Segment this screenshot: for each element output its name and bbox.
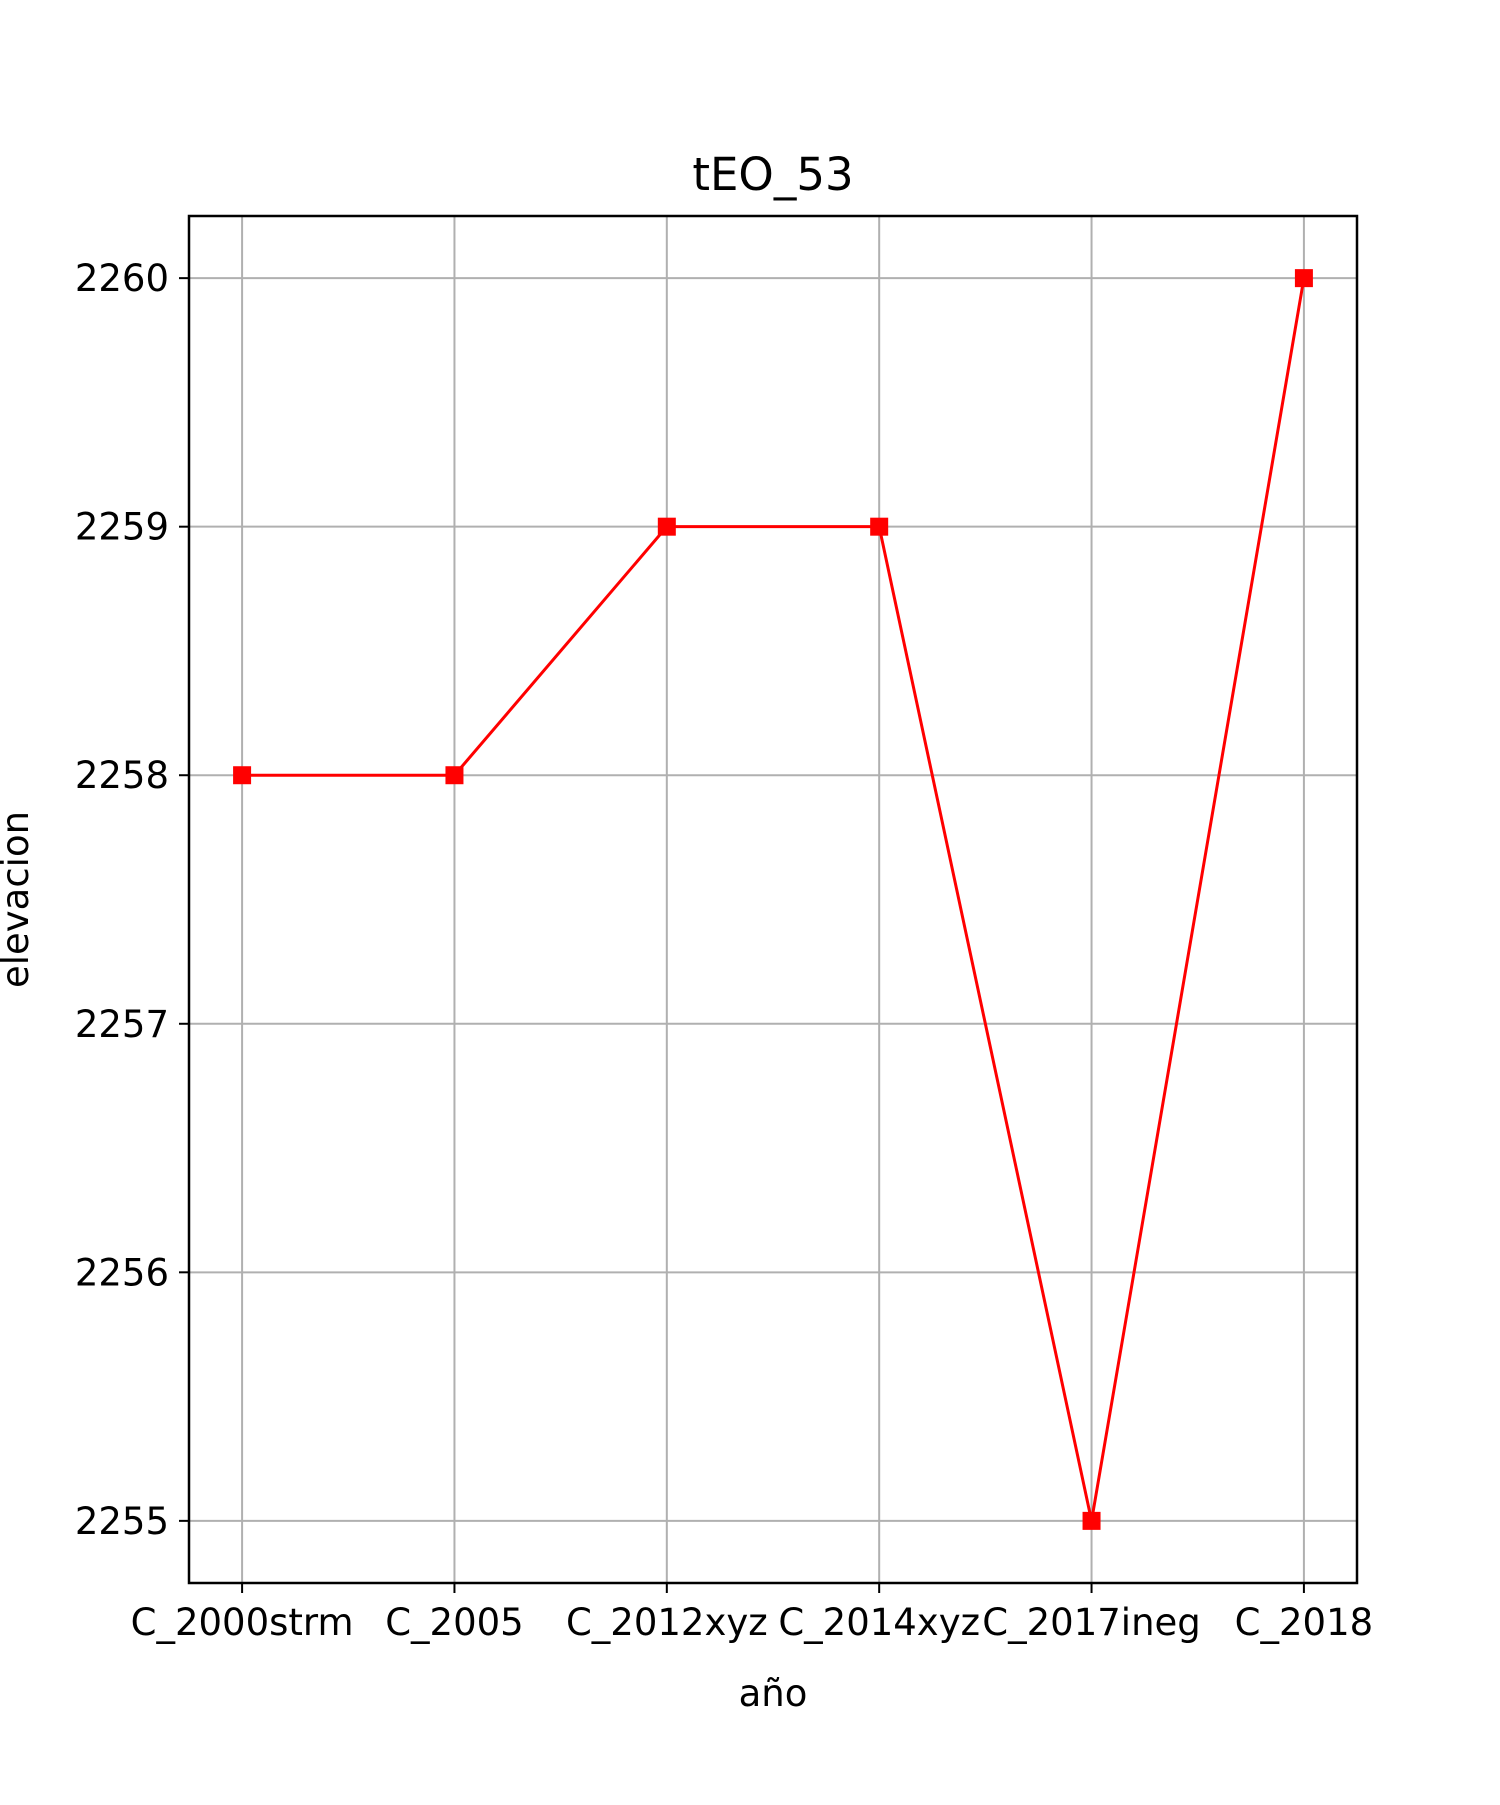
plot-frame [187, 214, 1359, 1585]
y-tick-label: 2255 [75, 1500, 169, 1543]
x-tick-label: C_2000strm [131, 1601, 354, 1644]
data-point-marker [870, 517, 889, 536]
y-tick-label: 2257 [75, 1003, 169, 1046]
x-tick-label: C_2017ineg [982, 1601, 1200, 1644]
y-tick-label: 2256 [75, 1251, 169, 1294]
y-tick-label: 2259 [75, 506, 169, 549]
grid [189, 216, 1357, 1583]
chart-title: tEO_53 [692, 148, 853, 201]
data-point-marker [1082, 1511, 1101, 1530]
data-point-marker [445, 766, 464, 785]
data-point-marker [657, 517, 676, 536]
x-tick-label: C_2005 [385, 1601, 524, 1644]
x-tick-label: C_2018 [1235, 1601, 1374, 1644]
x-axis-title: año [739, 1672, 808, 1715]
y-tick-label: 2260 [75, 257, 169, 300]
data-point-marker [233, 766, 252, 785]
data-point-marker [1294, 269, 1313, 288]
series-line [242, 277, 1306, 1522]
series-layer [233, 269, 1313, 1530]
x-tick-label: C_2012xyz [566, 1601, 768, 1644]
x-tick-label: C_2014xyz [778, 1601, 980, 1644]
y-tick-label: 2258 [75, 754, 169, 797]
y-axis-title: elevacion [0, 811, 37, 988]
ticks: C_2000strm C_2005 C_2012xyz C_2014xyz C_2017… [75, 257, 1373, 1644]
